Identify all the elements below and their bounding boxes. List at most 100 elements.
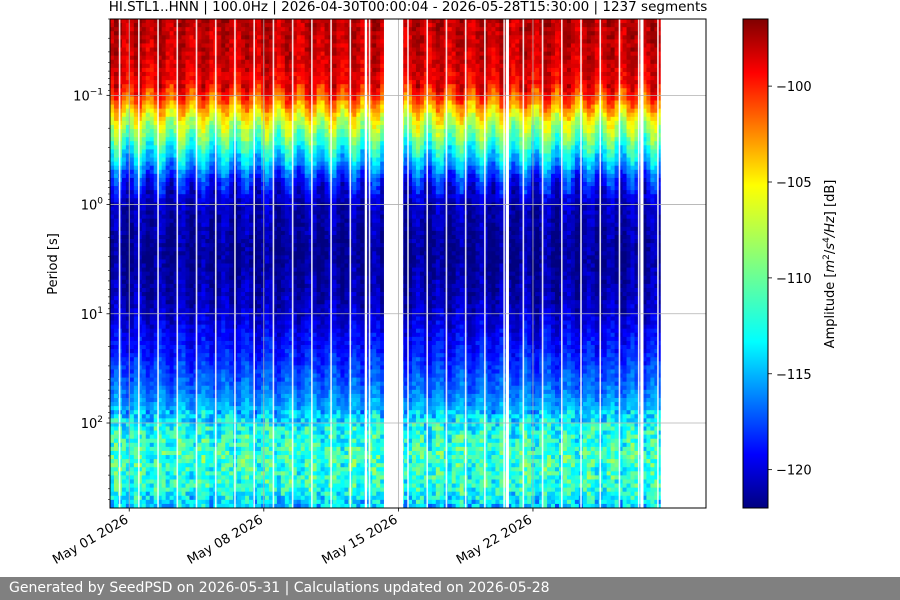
heat-cell — [225, 19, 230, 24]
heat-cell — [253, 153, 258, 159]
heat-cell — [642, 124, 647, 130]
heat-cell — [483, 51, 489, 57]
heat-cell — [225, 96, 230, 102]
heat-cell — [372, 35, 377, 40]
heat-cell — [610, 19, 616, 24]
heat-cell — [487, 108, 493, 114]
heat-cell — [372, 145, 377, 150]
heat-cell — [451, 55, 457, 61]
heat-cell — [376, 76, 381, 81]
heat-cell — [292, 120, 298, 126]
heat-cell — [284, 141, 290, 146]
heat-cell — [237, 23, 242, 28]
heat-cell — [630, 39, 636, 45]
heat-cell — [249, 108, 254, 114]
heat-cell — [249, 153, 254, 159]
heat-cell — [483, 92, 489, 98]
heat-cell — [380, 129, 385, 134]
heat-cell — [264, 120, 270, 126]
heat-cell — [566, 108, 572, 114]
heat-cell — [515, 100, 520, 106]
heat-cell — [630, 31, 636, 36]
heat-cell — [296, 96, 302, 102]
heat-cell — [113, 67, 119, 73]
heat-cell — [264, 124, 270, 130]
heat-cell — [336, 108, 342, 114]
heat-cell — [229, 137, 234, 142]
heat-cell — [376, 23, 381, 28]
heat-cell — [221, 108, 226, 114]
heat-cell — [288, 71, 294, 77]
heat-cell — [296, 88, 302, 93]
heat-cell — [435, 112, 441, 118]
heat-cell — [241, 39, 246, 45]
heat-cell — [352, 80, 357, 85]
heat-cell — [547, 19, 552, 24]
heat-cell — [300, 120, 306, 126]
heat-cell — [352, 137, 357, 142]
heat-cell — [121, 92, 127, 98]
heat-cell — [654, 47, 659, 53]
heat-cell — [332, 59, 338, 65]
heat-cell — [284, 43, 290, 49]
heat-cell — [360, 31, 365, 36]
heat-cell — [280, 35, 286, 40]
heat-cell — [610, 67, 616, 73]
heat-cell — [280, 31, 286, 36]
heat-cell — [475, 35, 481, 40]
heat-cell — [594, 112, 600, 118]
heat-cell — [110, 35, 115, 40]
heat-cell — [551, 39, 556, 45]
heat-cell — [280, 47, 286, 53]
heat-cell — [483, 133, 489, 138]
heat-cell — [185, 31, 191, 36]
heat-cell — [650, 141, 655, 146]
heat-cell — [344, 59, 349, 65]
heat-cell — [431, 124, 437, 130]
heat-cell — [479, 31, 485, 36]
heat-cell — [455, 63, 461, 69]
heat-cell — [475, 67, 481, 73]
heat-cell — [264, 80, 270, 85]
heat-cell — [586, 124, 592, 130]
heat-cell — [189, 124, 195, 130]
heat-cell — [570, 100, 576, 106]
heat-cell — [272, 76, 278, 81]
heat-cell — [368, 137, 373, 142]
heat-cell — [495, 104, 500, 110]
heat-cell — [288, 145, 294, 150]
heat-cell — [459, 51, 465, 57]
heat-cell — [547, 116, 552, 122]
heat-cell — [316, 129, 322, 134]
heat-cell — [161, 59, 167, 65]
heat-cell — [646, 35, 651, 40]
heat-cell — [642, 149, 647, 155]
heat-cell — [439, 47, 445, 53]
heat-cell — [411, 63, 417, 69]
heat-cell — [276, 59, 282, 65]
heat-cell — [606, 141, 612, 146]
heat-cell — [344, 124, 349, 130]
heat-cell — [177, 145, 183, 150]
heat-cell — [169, 23, 175, 28]
heat-cell — [245, 19, 250, 24]
heat-cell — [173, 141, 179, 146]
heat-cell — [129, 124, 135, 130]
heat-cell — [304, 71, 310, 77]
heat-cell — [404, 43, 409, 49]
heat-cell — [658, 104, 663, 110]
heat-cell — [229, 112, 234, 118]
heat-cell — [499, 100, 504, 106]
heat-cell — [368, 59, 373, 65]
heat-cell — [602, 104, 608, 110]
heat-cell — [427, 137, 433, 142]
heat-cell — [237, 47, 242, 53]
heat-cell — [260, 76, 266, 81]
heat-cell — [340, 133, 346, 138]
heat-cell — [523, 133, 528, 138]
heat-cell — [487, 141, 493, 146]
heat-cell — [237, 124, 242, 130]
heat-cell — [511, 31, 516, 36]
heat-cell — [475, 141, 481, 146]
heat-cell — [475, 96, 481, 102]
